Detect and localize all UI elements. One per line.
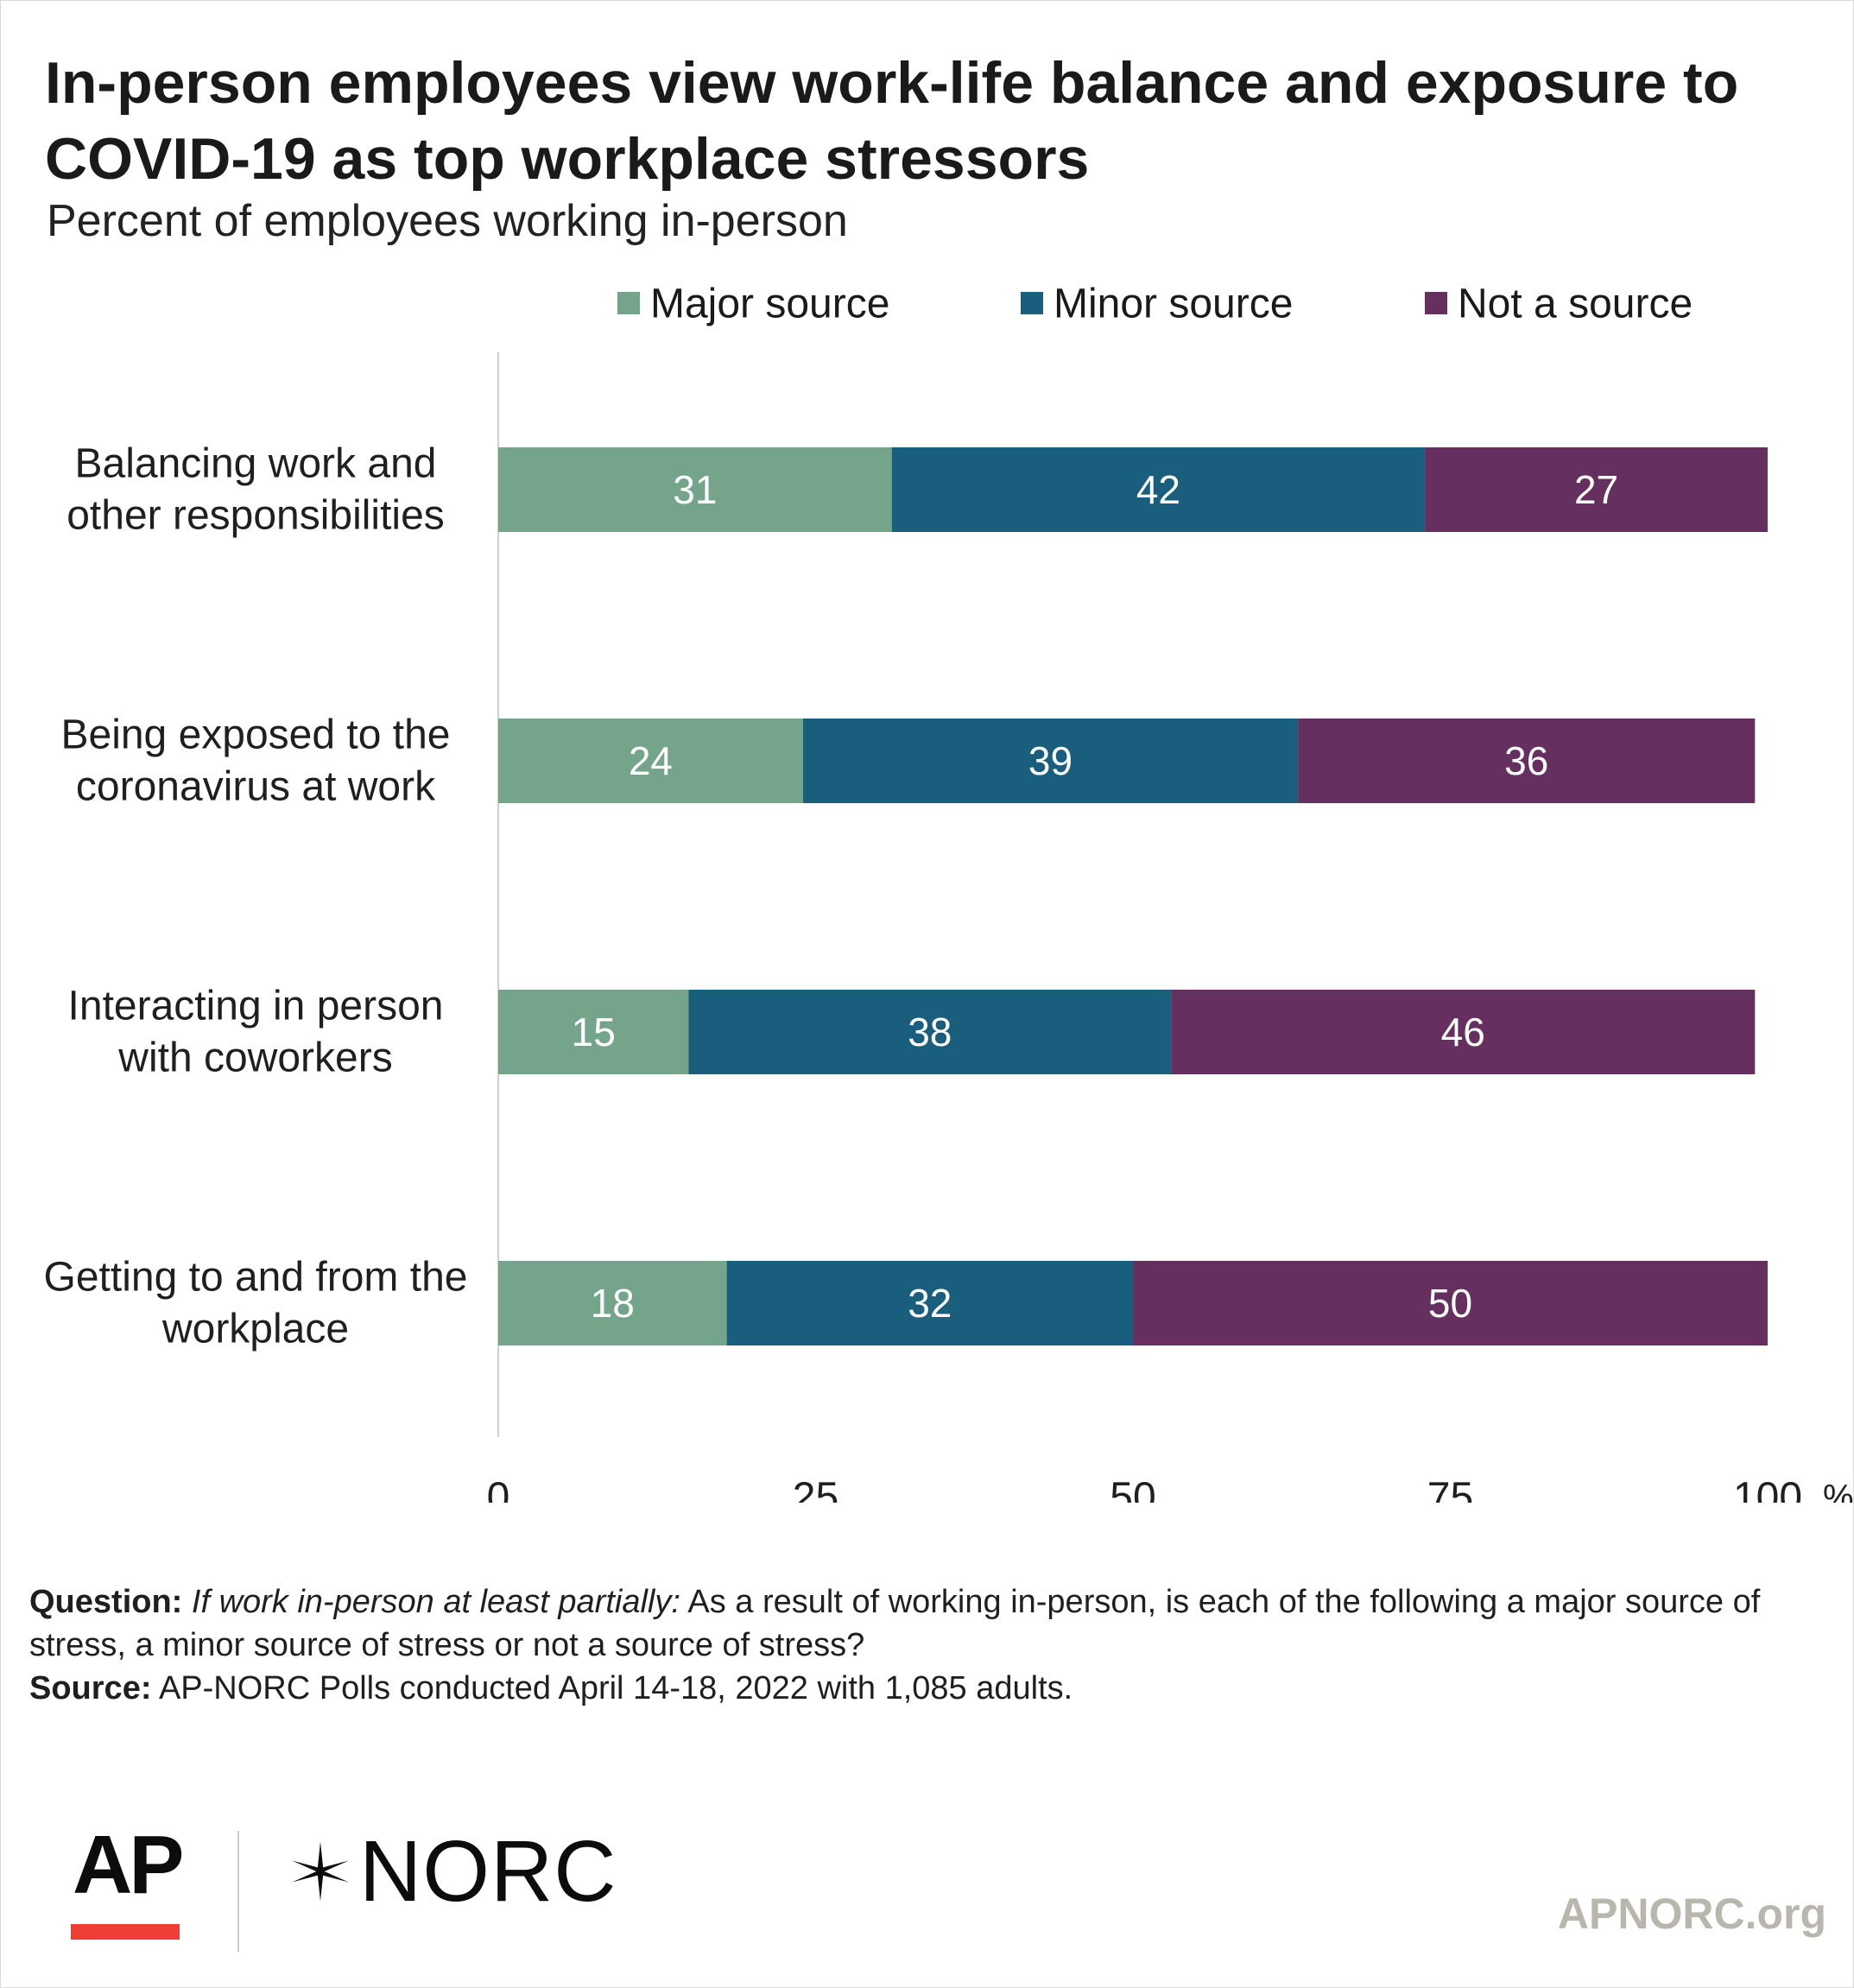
category-label-line: other responsibilities (66, 493, 445, 539)
bar-value-label-0-2: 27 (1574, 467, 1618, 512)
chart-subtitle: Percent of employees working in-person (47, 196, 848, 246)
bar-segment-3-0 (498, 1261, 727, 1345)
x-tick-label-4: 100 (1733, 1475, 1802, 1504)
legend-label-0: Major source (650, 282, 889, 327)
source-text: AP-NORC Polls conducted April 14-18, 202… (158, 1670, 1073, 1706)
bar-segment-1-1 (802, 719, 1299, 803)
category-label-line: coronavirus at work (76, 764, 436, 810)
legend-swatch-1 (1021, 292, 1043, 314)
legend-label-1: Minor source (1054, 282, 1293, 327)
norc-logo-text: NORC (359, 1823, 617, 1920)
category-label-line: with coworkers (117, 1035, 392, 1081)
ap-logo-accent-bar (71, 1924, 180, 1940)
x-axis-ticks: 0 25 50 75 100% (487, 1475, 1854, 1504)
bar-value-label-2-2: 46 (1441, 1010, 1485, 1054)
source-note: Source: AP-NORC Polls conducted April 14… (29, 1667, 1808, 1710)
category-label-line: workplace (161, 1307, 349, 1352)
website-link[interactable]: APNORC.org (1557, 1890, 1826, 1938)
question-note: Question: If work in-person at least par… (29, 1580, 1808, 1667)
bar-segment-1-0 (498, 719, 803, 803)
bar-value-label-2-1: 38 (908, 1010, 952, 1054)
bar-segment-0-0 (498, 447, 892, 532)
chart-legend: Major source Minor source Not a source (617, 282, 1693, 327)
category-label-line: Balancing work and (75, 441, 437, 487)
category-label-line: Getting to and from the (44, 1255, 468, 1301)
x-tick-label-1: 25 (793, 1475, 838, 1504)
bar-segment-0-1 (891, 447, 1426, 532)
question-label: Question: (29, 1584, 183, 1620)
bar-value-label-0-1: 42 (1136, 467, 1180, 512)
bar-segment-3-2 (1133, 1261, 1768, 1345)
chart-title: In-person employees view work-life balan… (45, 50, 1739, 192)
bar-value-label-3-1: 32 (908, 1281, 952, 1326)
bar-segment-2-1 (688, 990, 1172, 1074)
question-condition: If work in-person at least partially: (191, 1584, 680, 1620)
x-tick-label-2: 50 (1110, 1475, 1155, 1504)
legend-label-2: Not a source (1458, 282, 1693, 327)
logo-divider (237, 1831, 239, 1952)
category-label-line: Being exposed to the (60, 712, 450, 758)
bar-value-label-1-0: 24 (629, 738, 673, 783)
bar-segment-3-1 (726, 1261, 1133, 1345)
legend-swatch-0 (617, 292, 640, 314)
bar-value-label-3-2: 50 (1428, 1281, 1472, 1326)
bars-group: 31 42 27 24 39 36 15 38 46 18 32 50 (498, 447, 1768, 1345)
category-label-line: Interacting in person (68, 984, 444, 1029)
x-axis-unit-label: % (1823, 1478, 1854, 1503)
bar-value-label-2-0: 15 (572, 1010, 616, 1054)
category-label-3: Getting to and from the workplace (44, 1255, 468, 1352)
question-text: As a result of working in-person, is eac… (29, 1584, 1761, 1663)
category-label-2: Interacting in person with coworkers (68, 984, 444, 1081)
category-label-1: Being exposed to the coronavirus at work (60, 712, 450, 810)
category-label-0: Balancing work and other responsibilities (66, 441, 445, 539)
source-label: Source: (29, 1670, 152, 1706)
bar-value-label-1-1: 39 (1028, 738, 1073, 783)
bar-segment-2-0 (498, 990, 689, 1074)
x-tick-label-3: 75 (1427, 1475, 1473, 1504)
norc-logo: NORC (287, 1824, 617, 1919)
legend-swatch-2 (1425, 292, 1447, 314)
bar-segment-1-2 (1298, 719, 1756, 803)
chart-notes: Question: If work in-person at least par… (29, 1580, 1808, 1710)
bar-value-label-1-2: 36 (1504, 738, 1548, 783)
bar-segment-0-2 (1425, 447, 1768, 532)
bar-value-label-3-0: 18 (591, 1281, 635, 1326)
bar-value-label-0-0: 31 (673, 467, 717, 512)
category-labels: Balancing work and other responsibilities… (44, 441, 468, 1352)
stacked-bar-chart: Major source Minor source Not a source 31 4… (44, 282, 1854, 1504)
x-tick-label-0: 0 (487, 1475, 510, 1504)
norc-star-icon (292, 1841, 349, 1902)
bar-segment-2-2 (1171, 990, 1756, 1074)
ap-logo: AP (73, 1819, 184, 1911)
